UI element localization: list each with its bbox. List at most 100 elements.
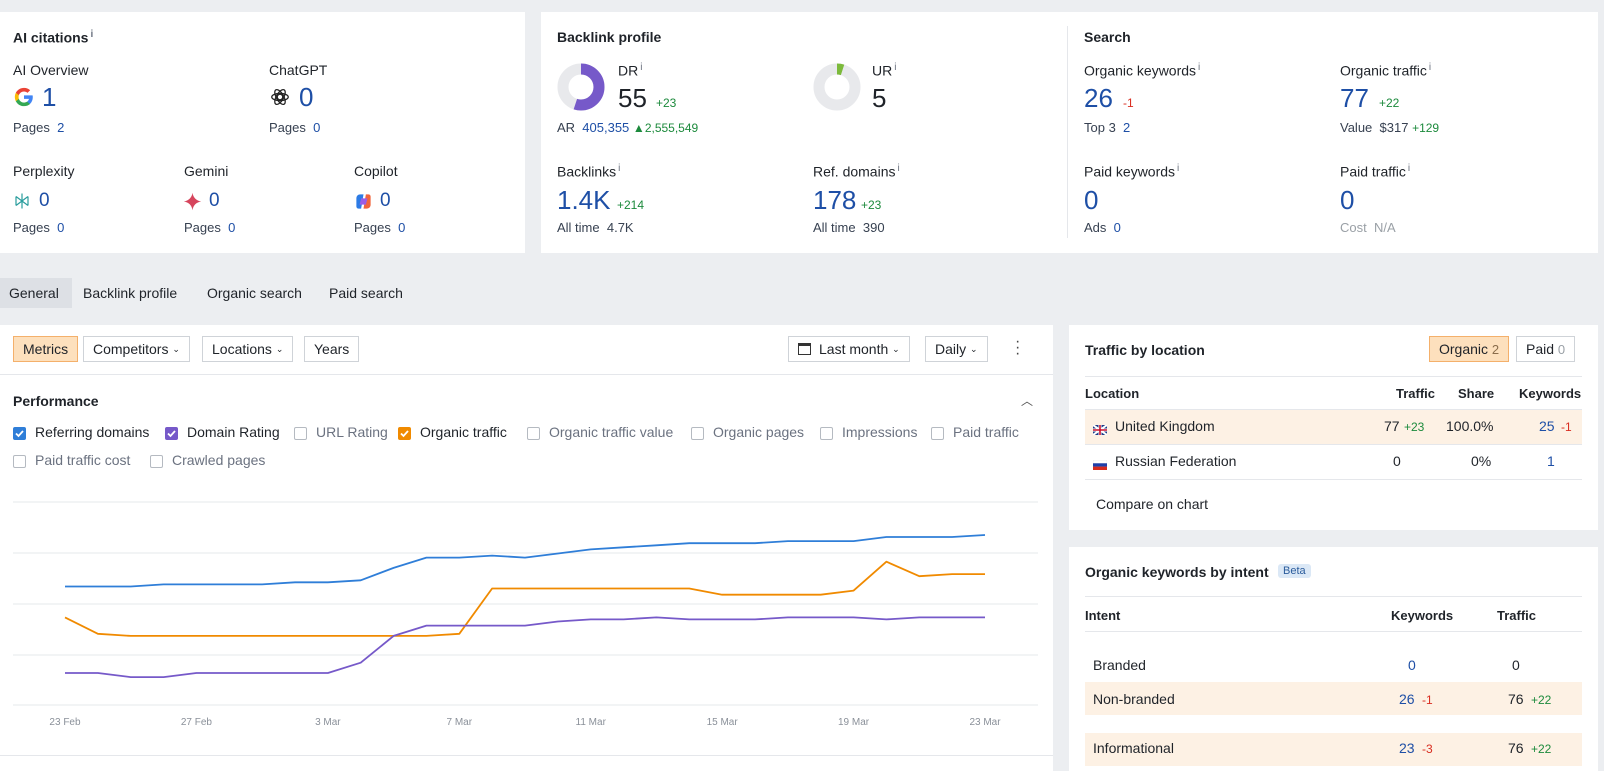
checkbox-label[interactable]: Crawled pages bbox=[172, 452, 266, 468]
pages-label: Pages bbox=[13, 220, 50, 235]
col-keywords[interactable]: Keywords bbox=[1519, 386, 1582, 401]
top3-value[interactable]: 2 bbox=[1123, 120, 1131, 135]
ar-value[interactable]: 405,355 bbox=[582, 120, 630, 135]
chatgpt-value[interactable]: 0 bbox=[299, 82, 314, 112]
location-name[interactable]: United Kingdom bbox=[1115, 418, 1215, 434]
more-options-icon[interactable]: · · · bbox=[1015, 333, 1021, 362]
checkbox[interactable] bbox=[13, 455, 26, 468]
col-keywords[interactable]: Keywords bbox=[1391, 608, 1454, 623]
period-dropdown[interactable]: Last month ⌄ bbox=[788, 336, 910, 362]
checkbox-label[interactable]: Referring domains bbox=[35, 424, 150, 440]
checkbox[interactable] bbox=[13, 427, 26, 440]
location-name[interactable]: Russian Federation bbox=[1115, 453, 1237, 469]
cost-value: N/A bbox=[1373, 220, 1396, 235]
paid-toggle[interactable]: Paid 0 bbox=[1516, 336, 1576, 362]
pages-value[interactable]: 0 bbox=[398, 220, 406, 235]
years-button[interactable]: Years bbox=[304, 336, 360, 362]
keywords-value[interactable]: 1 bbox=[1547, 453, 1555, 469]
info-icon[interactable]: i bbox=[1198, 62, 1201, 73]
checkbox[interactable] bbox=[931, 427, 944, 440]
keywords-value[interactable]: 25 bbox=[1539, 418, 1555, 434]
perplexity-value[interactable]: 0 bbox=[39, 190, 50, 211]
checkbox-label[interactable]: Paid traffic bbox=[953, 424, 1019, 440]
col-traffic[interactable]: Traffic bbox=[1497, 608, 1537, 623]
copilot-pages: Pages 0 bbox=[354, 220, 405, 235]
tab-backlink-profile[interactable]: Backlink profile bbox=[83, 285, 178, 301]
x-tick-label: 23 Feb bbox=[49, 717, 81, 728]
keywords-value[interactable]: 26 bbox=[1399, 691, 1415, 707]
col-intent[interactable]: Intent bbox=[1085, 608, 1121, 623]
ads-label: Ads bbox=[1084, 220, 1107, 235]
tab-paid-search[interactable]: Paid search bbox=[329, 285, 403, 301]
info-icon[interactable]: i bbox=[618, 163, 621, 174]
col-traffic[interactable]: Traffic bbox=[1396, 386, 1436, 401]
uk-flag-icon bbox=[1092, 422, 1108, 436]
checkbox[interactable] bbox=[398, 427, 411, 440]
table-row[interactable] bbox=[1085, 410, 1582, 444]
table-row[interactable] bbox=[1085, 733, 1582, 766]
checkbox-label[interactable]: Organic traffic bbox=[420, 424, 507, 440]
ai-overview-value[interactable]: 1 bbox=[42, 82, 57, 112]
tab-general[interactable]: General bbox=[9, 285, 59, 301]
backlinks-label: Backlinks i bbox=[557, 163, 620, 180]
collapse-chevron-icon[interactable]: ︿ bbox=[1021, 394, 1034, 408]
checkbox-label[interactable]: URL Rating bbox=[316, 424, 388, 440]
info-icon[interactable]: i bbox=[1177, 163, 1180, 174]
checkbox[interactable] bbox=[691, 427, 704, 440]
copilot-label: Copilot bbox=[354, 163, 398, 179]
info-icon[interactable]: i bbox=[1407, 163, 1411, 174]
checkbox[interactable] bbox=[527, 427, 540, 440]
info-icon[interactable]: i bbox=[640, 62, 643, 73]
intent-name[interactable]: Non-branded bbox=[1093, 691, 1175, 707]
checkbox[interactable] bbox=[294, 427, 307, 440]
checkbox[interactable] bbox=[165, 427, 178, 440]
ai-overview-pages: Pages 2 bbox=[13, 120, 64, 135]
years-label: Years bbox=[314, 341, 350, 357]
traffic-by-location-card: Traffic by location Organic 2 Paid 0 Loc… bbox=[1069, 325, 1598, 530]
checkbox[interactable] bbox=[150, 455, 163, 468]
gemini-value[interactable]: 0 bbox=[209, 190, 220, 211]
intent-name[interactable]: Informational bbox=[1093, 740, 1174, 756]
checkbox[interactable] bbox=[820, 427, 833, 440]
pages-value[interactable]: 0 bbox=[313, 120, 321, 135]
checkbox-label[interactable]: Organic pages bbox=[713, 424, 805, 440]
info-icon[interactable]: i bbox=[90, 29, 94, 40]
compare-on-chart-link[interactable]: Compare on chart bbox=[1096, 496, 1209, 512]
checkbox-label[interactable]: Organic traffic value bbox=[549, 424, 674, 440]
pages-value[interactable]: 0 bbox=[57, 220, 65, 235]
checkbox-label[interactable]: Domain Rating bbox=[187, 424, 280, 440]
col-location[interactable]: Location bbox=[1085, 386, 1140, 401]
col-share[interactable]: Share bbox=[1458, 386, 1495, 401]
competitors-dropdown[interactable]: Competitors ⌄ bbox=[83, 336, 190, 362]
backlinks-value[interactable]: 1.4K bbox=[557, 185, 611, 215]
perplexity-icon bbox=[13, 192, 31, 213]
info-icon[interactable]: i bbox=[897, 163, 900, 174]
keywords-value[interactable]: 23 bbox=[1399, 740, 1415, 756]
copilot-value[interactable]: 0 bbox=[380, 190, 391, 211]
calendar-icon bbox=[798, 343, 811, 355]
pages-value[interactable]: 0 bbox=[228, 220, 236, 235]
ads-value[interactable]: 0 bbox=[1113, 220, 1121, 235]
tab-organic-search[interactable]: Organic search bbox=[207, 285, 302, 301]
table-row[interactable] bbox=[1085, 682, 1582, 715]
ref-domains-value[interactable]: 178 bbox=[813, 185, 857, 215]
granularity-dropdown[interactable]: Daily ⌄ bbox=[925, 336, 988, 362]
locations-dropdown[interactable]: Locations ⌄ bbox=[202, 336, 294, 362]
keywords-delta: -1 bbox=[1561, 420, 1572, 434]
organic-keywords-value[interactable]: 26 bbox=[1084, 83, 1113, 113]
pages-value[interactable]: 2 bbox=[57, 120, 65, 135]
checkbox-label[interactable]: Paid traffic cost bbox=[35, 452, 131, 468]
metrics-button[interactable]: Metrics bbox=[13, 336, 79, 362]
organic-traffic-value[interactable]: 77 bbox=[1340, 83, 1369, 113]
paid-keywords-value[interactable]: 0 bbox=[1084, 185, 1099, 215]
info-icon[interactable]: i bbox=[894, 62, 897, 73]
info-icon[interactable]: i bbox=[1428, 62, 1432, 73]
organic-toggle[interactable]: Organic 2 bbox=[1429, 336, 1510, 362]
perplexity-label: Perplexity bbox=[13, 163, 75, 179]
keywords-value[interactable]: 0 bbox=[1408, 657, 1416, 673]
value-label: Value bbox=[1340, 120, 1373, 135]
intent-name[interactable]: Branded bbox=[1093, 657, 1146, 673]
checkbox-label[interactable]: Impressions bbox=[842, 424, 918, 440]
paid-traffic-value[interactable]: 0 bbox=[1340, 185, 1355, 215]
organic-traffic-delta: +22 bbox=[1379, 96, 1400, 110]
